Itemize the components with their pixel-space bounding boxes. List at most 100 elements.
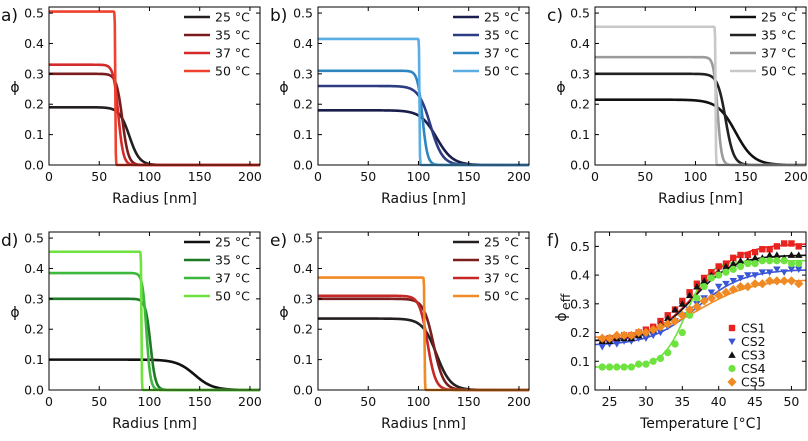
data-point [788,240,795,247]
panel-b: 0 50 100 150 200 0.0 0.1 0.2 0.3 0.4 0.5 Radius [nm… [270,6,531,207]
data-point [707,289,716,296]
legend-label-3: CS4 [741,361,766,376]
data-point [729,265,737,273]
x-tick-label: 150 [734,169,758,184]
legend-label-0: 25 °C [215,10,250,25]
panel-c: 0 50 100 150 200 0.0 0.1 0.2 0.3 0.4 0.5 Radius [nm… [547,6,808,207]
legend-label-2: 37 °C [215,271,250,286]
data-point [715,271,723,279]
plot-frame [48,231,261,391]
y-tick-label: 0.4 [24,261,44,276]
data-point [715,263,722,270]
y-tick-label: 0.0 [293,158,313,173]
y-tick-label: 0.2 [570,325,590,340]
data-point [765,269,774,276]
data-point [766,257,774,265]
data-point [736,262,745,271]
data-point [780,269,788,276]
panel-f: 25 30 35 40 45 50 0.0 0.1 0.2 0.3 0.4 0.5 Temperatur… [547,231,807,432]
y-axis-label-subscript: eff [558,293,573,310]
y-tick-label: 0.4 [24,36,44,51]
data-point [605,363,614,371]
y-tick-label: 0.2 [24,97,44,112]
y-tick-label: 0.5 [293,6,313,21]
data-point [699,296,709,306]
x-tick-label: 0 [314,169,322,184]
y-tick-label: 0.1 [24,127,44,142]
y-tick-label: 0.3 [570,66,590,81]
data-point [642,360,650,368]
data-point [795,243,802,250]
data-point [700,282,708,291]
data-point [663,319,673,329]
x-tick-label: 50 [637,169,653,184]
data-point [663,314,672,322]
data-point [773,251,781,258]
y-tick-label: 0.5 [570,6,590,21]
y-tick-label: 0.4 [293,36,313,51]
data-point [735,281,746,292]
data-point [786,276,797,286]
data-point [634,327,644,338]
legend-label-2: 37 °C [484,271,519,286]
x-tick-label: 50 [91,394,107,409]
y-axis-label: ϕ [279,305,288,321]
x-tick-label: 50 [91,169,107,184]
legend-label-0: 25 °C [484,235,519,250]
plot-frame [317,231,530,391]
data-point [757,279,767,289]
data-point [678,300,687,307]
legend-label-1: 35 °C [761,28,796,43]
y-tick-label: 0.1 [570,127,590,142]
x-axis-label: Radius [nm] [112,416,197,432]
data-point [758,269,767,276]
legend-label-3: 50 °C [215,64,250,79]
x-tick-label: 200 [238,169,262,184]
data-point [714,283,723,291]
y-tick-label: 0.1 [293,352,313,367]
data-point [744,272,752,279]
data-point [648,325,658,335]
data-point [730,254,737,262]
data-point [677,310,687,320]
x-tick-label: 200 [507,394,531,409]
panel-a: 0 50 100 150 200 0.0 0.1 0.2 0.3 0.4 0.5 Radius [nm… [1,6,262,207]
data-point [744,251,751,259]
series-line-0 [48,105,261,167]
y-tick-label: 0.4 [570,36,590,51]
data-point [758,257,766,265]
y-tick-label: 0.1 [293,127,313,142]
y-tick-label: 0.0 [24,158,44,173]
data-point [620,363,628,371]
data-point [787,266,796,273]
x-tick-label: 0 [314,394,322,409]
x-tick-label: 25 [602,394,618,409]
y-tick-label: 0.1 [24,352,44,367]
data-point [772,276,782,286]
legend-label-0: 25 °C [484,10,519,25]
x-tick-label: 200 [238,394,262,409]
y-tick-label: 0.3 [24,66,44,81]
x-tick-label: 0 [591,169,599,184]
data-point [700,277,708,284]
legend-label-3: 50 °C [761,64,796,79]
legend-label-1: 35 °C [215,253,250,268]
data-point [750,279,760,289]
y-tick-label: 0.3 [24,291,44,306]
data-point [721,287,731,297]
x-tick-label: 100 [407,169,431,184]
data-point [773,243,781,250]
series-line-2 [48,63,261,167]
panel-label: d) [1,231,18,251]
y-tick-label: 0.5 [24,6,44,21]
data-point [737,251,744,259]
legend-label-3: 50 °C [484,289,519,304]
data-point [649,332,657,340]
data-point [714,290,724,300]
data-point [598,344,607,351]
panel-label: b) [270,6,287,26]
x-tick-label: 100 [138,169,162,184]
x-tick-label: 200 [784,169,808,184]
data-point [671,305,679,313]
y-tick-label: 0.2 [293,97,313,112]
